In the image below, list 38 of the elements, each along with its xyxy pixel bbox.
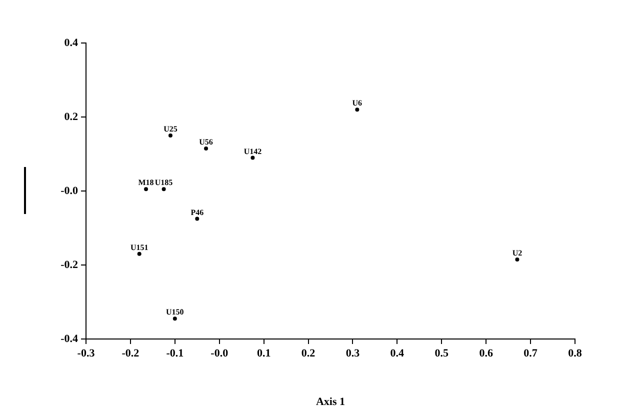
data-label: U56 bbox=[199, 138, 213, 147]
x-axis-title: Axis 1 bbox=[316, 396, 346, 408]
point bbox=[355, 108, 360, 112]
point bbox=[250, 156, 255, 160]
data-label: M18 bbox=[138, 178, 154, 188]
x-tick-label: 0.2 bbox=[301, 347, 316, 360]
x-tick-label: 0.7 bbox=[524, 347, 538, 360]
x-tick-label: 0.5 bbox=[434, 347, 450, 360]
x-tick-label: 0.4 bbox=[390, 347, 405, 360]
x-tick-label: -0.1 bbox=[166, 347, 184, 360]
point bbox=[137, 252, 142, 256]
point bbox=[195, 216, 200, 221]
y-tick-label: 0.2 bbox=[64, 110, 78, 123]
y-tick-label: -0.2 bbox=[60, 258, 78, 271]
y-tick-label: -0.4 bbox=[60, 332, 78, 345]
x-tick-label: 0.8 bbox=[568, 347, 582, 360]
point bbox=[144, 187, 148, 192]
data-label: U25 bbox=[164, 124, 178, 134]
point bbox=[162, 187, 166, 192]
point bbox=[204, 146, 208, 150]
data-label: U150 bbox=[166, 308, 184, 317]
data-label: P46 bbox=[190, 208, 204, 217]
data-label: U142 bbox=[244, 146, 262, 156]
x-tick-label: -0.0 bbox=[210, 347, 229, 360]
data-label: U2 bbox=[512, 248, 522, 258]
y-tick-label: 0.4 bbox=[64, 36, 78, 49]
point bbox=[168, 134, 172, 138]
data-label: U6 bbox=[352, 98, 362, 108]
point bbox=[515, 257, 520, 262]
x-tick-label: 0.1 bbox=[256, 347, 271, 360]
data-label: U151 bbox=[130, 242, 148, 252]
x-tick-label: -0.2 bbox=[122, 347, 140, 360]
data-label: U185 bbox=[154, 178, 173, 188]
x-tick-label: -0.3 bbox=[77, 347, 96, 360]
x-tick-label: 0.6 bbox=[479, 347, 494, 360]
point bbox=[172, 316, 177, 321]
y-tick-label: -0.0 bbox=[60, 184, 78, 197]
x-tick-label: 0.3 bbox=[346, 347, 360, 360]
